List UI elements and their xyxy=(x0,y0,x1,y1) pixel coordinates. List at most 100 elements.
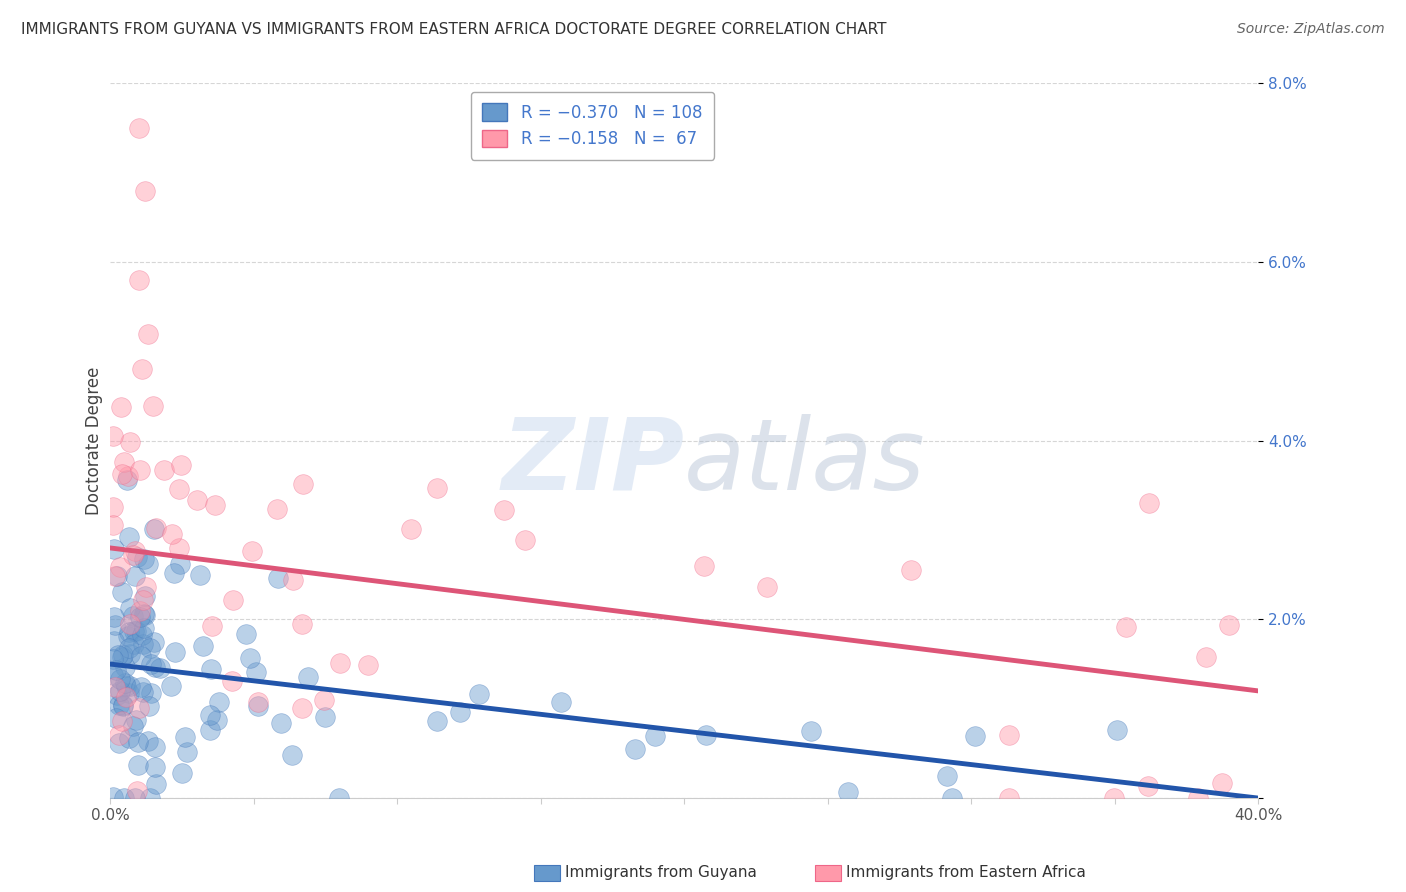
Point xyxy=(114,660,136,674)
Point xyxy=(104,569,127,583)
Point xyxy=(120,434,142,449)
Point xyxy=(169,482,191,496)
Point xyxy=(145,777,167,791)
Point xyxy=(122,637,145,651)
Point xyxy=(108,698,131,712)
Point xyxy=(1107,723,1129,737)
Point xyxy=(118,679,141,693)
Point xyxy=(128,610,150,624)
Text: Source: ZipAtlas.com: Source: ZipAtlas.com xyxy=(1237,22,1385,37)
Point xyxy=(153,463,176,477)
Point xyxy=(138,734,160,748)
Point xyxy=(1115,620,1137,634)
Point xyxy=(112,791,135,805)
Point xyxy=(121,608,143,623)
Point xyxy=(127,757,149,772)
Point xyxy=(169,557,191,571)
Point xyxy=(118,530,141,544)
Point xyxy=(160,526,183,541)
Point xyxy=(129,463,152,477)
Point xyxy=(103,610,125,624)
Point xyxy=(101,518,124,533)
Point xyxy=(997,728,1019,742)
Point xyxy=(127,549,149,564)
Point xyxy=(105,663,128,677)
Point xyxy=(103,429,125,443)
Point xyxy=(103,667,125,681)
Point xyxy=(111,649,134,664)
Point xyxy=(118,625,141,640)
Point xyxy=(165,645,187,659)
Point xyxy=(170,458,193,472)
Point xyxy=(550,695,572,709)
Point xyxy=(122,624,145,638)
Point xyxy=(120,647,142,661)
Point xyxy=(267,571,290,585)
Point xyxy=(291,477,314,491)
Point xyxy=(245,665,267,679)
Point xyxy=(120,616,142,631)
Point xyxy=(129,648,152,663)
Point xyxy=(163,566,186,580)
Point xyxy=(169,541,191,555)
Point xyxy=(138,699,160,714)
Point xyxy=(191,639,214,653)
Point xyxy=(134,589,156,603)
Point xyxy=(936,769,959,783)
Point xyxy=(142,399,165,413)
Point xyxy=(111,584,134,599)
Point xyxy=(173,730,195,744)
Point xyxy=(221,674,243,689)
Point xyxy=(159,679,181,693)
Point xyxy=(492,502,515,516)
Point xyxy=(186,492,208,507)
Point xyxy=(118,731,141,745)
Point xyxy=(110,560,132,574)
Point xyxy=(111,648,134,663)
Point xyxy=(132,684,155,698)
Point xyxy=(101,651,124,665)
Point xyxy=(266,501,288,516)
Point xyxy=(111,467,134,482)
Point xyxy=(281,747,304,762)
Point xyxy=(124,544,146,558)
Point xyxy=(108,683,131,698)
Text: ZIP: ZIP xyxy=(501,414,685,511)
Point xyxy=(1136,779,1159,793)
Point xyxy=(117,474,139,488)
Point xyxy=(143,635,166,649)
Point xyxy=(114,676,136,690)
Point xyxy=(426,481,449,495)
Point xyxy=(131,628,153,642)
Point xyxy=(101,790,124,805)
Point xyxy=(314,710,336,724)
Point xyxy=(235,627,257,641)
Point xyxy=(122,718,145,732)
Point xyxy=(104,680,127,694)
Point xyxy=(200,707,222,722)
Point xyxy=(124,569,146,583)
Point xyxy=(112,698,135,713)
Point xyxy=(998,791,1021,805)
Point xyxy=(1187,791,1209,805)
Point xyxy=(426,714,449,728)
Point xyxy=(239,651,262,665)
Point xyxy=(127,735,149,749)
Point xyxy=(108,736,131,750)
Point xyxy=(125,784,148,798)
Point xyxy=(136,326,159,341)
Point xyxy=(204,498,226,512)
Point xyxy=(125,713,148,727)
Point xyxy=(134,607,156,622)
Point xyxy=(246,695,269,709)
Point xyxy=(104,617,127,632)
Point xyxy=(117,468,139,483)
Point xyxy=(1137,496,1160,510)
Text: atlas: atlas xyxy=(685,414,925,511)
Point xyxy=(695,728,717,742)
Point xyxy=(129,604,152,618)
Point xyxy=(110,400,132,414)
Point xyxy=(107,648,129,663)
Point xyxy=(105,569,128,583)
Point xyxy=(108,672,131,686)
